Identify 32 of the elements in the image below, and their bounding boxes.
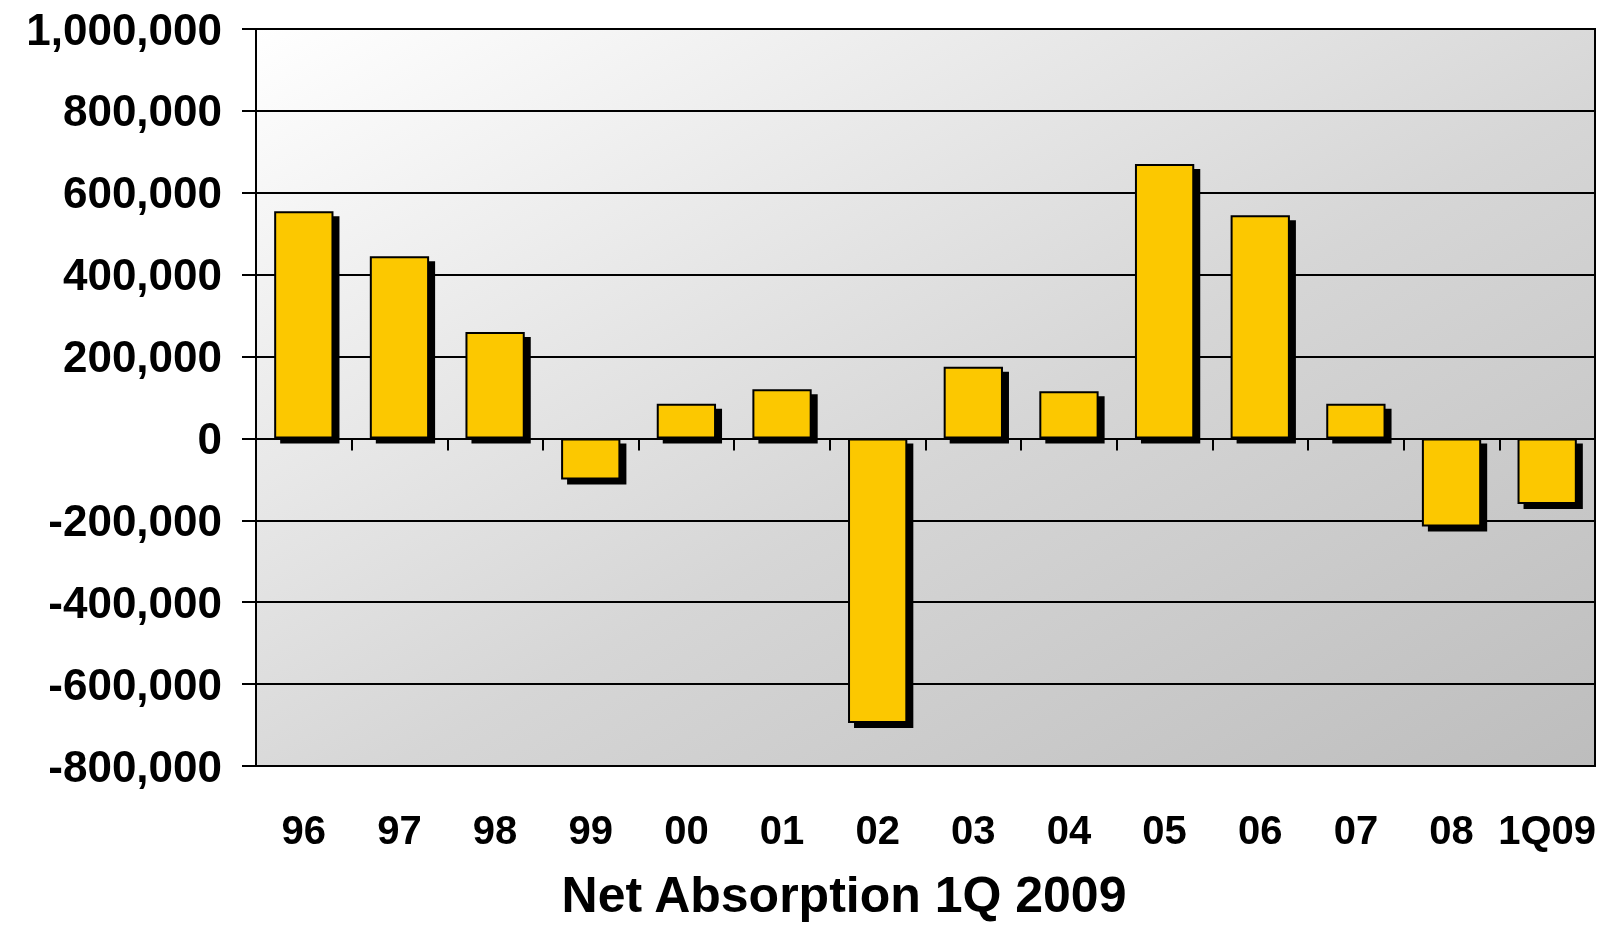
x-tick-label: 08 [1429,808,1474,852]
y-tick-label: -200,000 [48,495,222,545]
x-tick-label: 05 [1142,808,1187,852]
x-tick-label: 97 [377,808,422,852]
y-tick-label: 800,000 [62,86,222,136]
x-tick-label: 98 [472,808,518,852]
y-tick-label: 400,000 [62,250,222,300]
y-tick-label: 1,000,000 [26,4,222,54]
x-tick-label: 06 [1238,808,1283,852]
x-tick-label: 00 [664,808,709,852]
bar [943,366,1003,439]
bar [1517,438,1577,504]
bar [1039,391,1099,439]
x-tick-label: 1Q09 [1498,808,1597,852]
y-tick-label: -800,000 [48,741,222,791]
x-tick-label: 03 [951,808,996,852]
x-tick-label: 02 [855,808,900,852]
bar [656,403,717,439]
y-tick-label: -600,000 [48,659,222,709]
y-tick-label: 600,000 [62,168,222,218]
bar [1326,403,1386,439]
bar [752,389,812,439]
y-tick-label: -400,000 [48,577,222,627]
text: Net Absorption 1Q 2009 [561,867,1127,923]
x-tick-label: 01 [759,808,805,852]
x-tick-label: 04 [1046,808,1092,852]
x-tick-label: 07 [1333,808,1379,852]
y-tick-label: 200,000 [62,332,222,382]
bar [561,438,621,480]
x-tick-label: 99 [568,808,613,852]
x-tick-label: 96 [281,808,327,852]
y-tick-label: 0 [197,413,222,463]
